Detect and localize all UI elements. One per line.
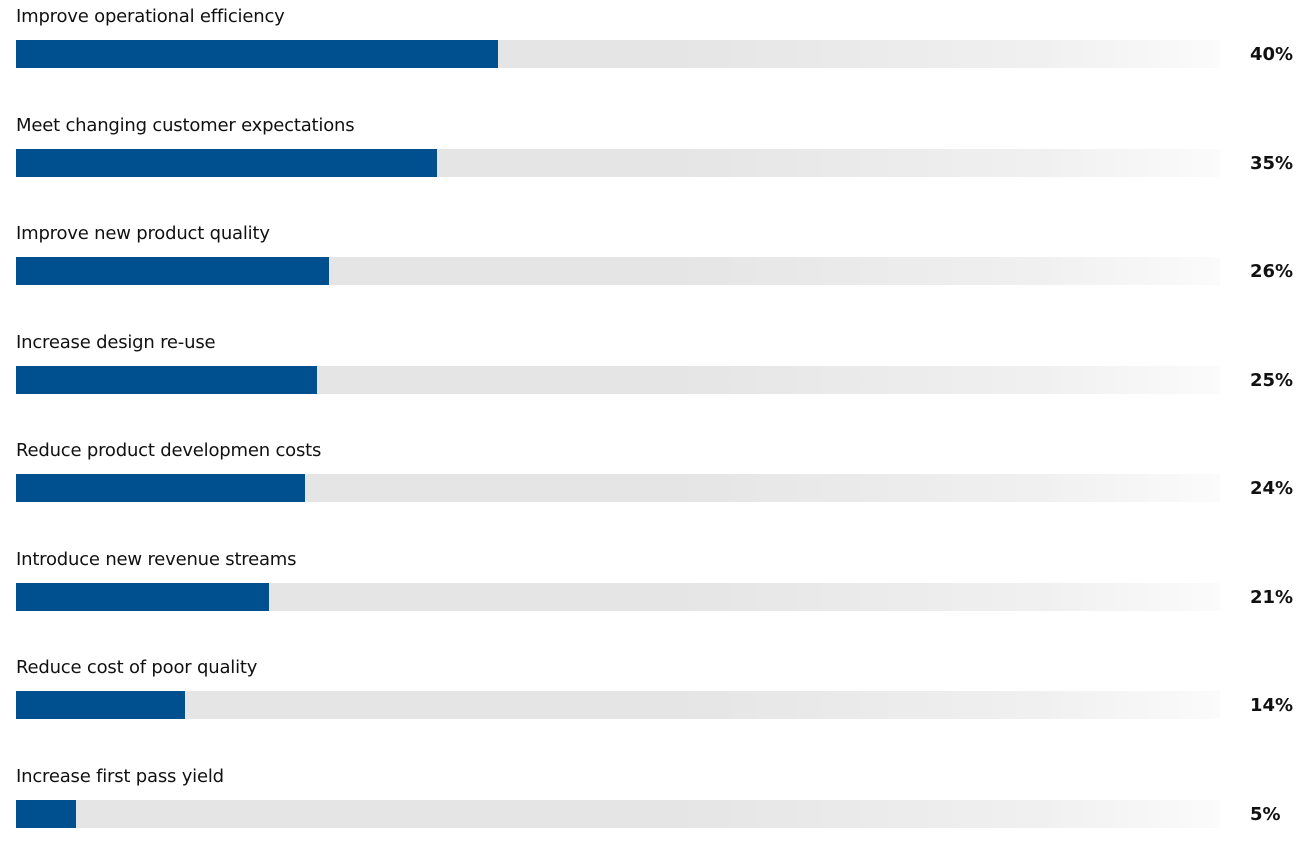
bar-track	[16, 257, 1220, 285]
bar	[16, 799, 77, 828]
bar-label: Introduce new revenue streams	[16, 548, 297, 570]
bar-value-label: 35%	[1250, 152, 1294, 174]
bar-row: Improve operational efficiency 40%	[0, 6, 1299, 86]
bar	[16, 40, 498, 68]
bar-row: Increase first pass yield 5%	[0, 766, 1299, 846]
bar-track	[16, 365, 1220, 394]
bar-label: Improve operational efficiency	[16, 6, 285, 27]
bar-track	[16, 148, 1220, 177]
bar-track	[16, 799, 1220, 828]
bar-label: Increase first pass yield	[16, 765, 224, 787]
bar-track	[16, 474, 1220, 502]
bar-label: Reduce cost of poor quality	[16, 657, 258, 678]
bar-row: Reduce cost of poor quality 14%	[0, 657, 1299, 737]
bar-row: Meet changing customer expectations 35%	[0, 115, 1299, 195]
bar-value-label: 14%	[1250, 695, 1294, 716]
bar	[16, 474, 305, 502]
bar-value-label: 40%	[1250, 44, 1294, 65]
bar-track	[16, 691, 1220, 719]
bar	[16, 148, 438, 177]
bar-row: Improve new product quality 26%	[0, 223, 1299, 303]
bar-value-label: 21%	[1250, 586, 1294, 608]
bar-value-label: 25%	[1250, 369, 1294, 391]
bar-label: Meet changing customer expectations	[16, 114, 355, 136]
bar	[16, 365, 317, 394]
bar-track	[16, 582, 1220, 611]
bar-value-label: 24%	[1250, 478, 1294, 499]
bar	[16, 257, 330, 285]
bar-label: Improve new product quality	[16, 223, 270, 244]
bar-track	[16, 40, 1220, 68]
bar	[16, 691, 185, 719]
bar-value-label: 26%	[1250, 261, 1294, 282]
bar-row: Introduce new revenue streams 21%	[0, 549, 1299, 629]
bar-value-label: 5%	[1250, 803, 1281, 825]
bar-row: Increase design re-use 25%	[0, 332, 1299, 412]
bar	[16, 582, 269, 611]
bar-label: Reduce product developmen costs	[16, 440, 322, 461]
bar-row: Reduce product developmen costs 24%	[0, 440, 1299, 520]
bar-label: Increase design re-use	[16, 331, 216, 353]
